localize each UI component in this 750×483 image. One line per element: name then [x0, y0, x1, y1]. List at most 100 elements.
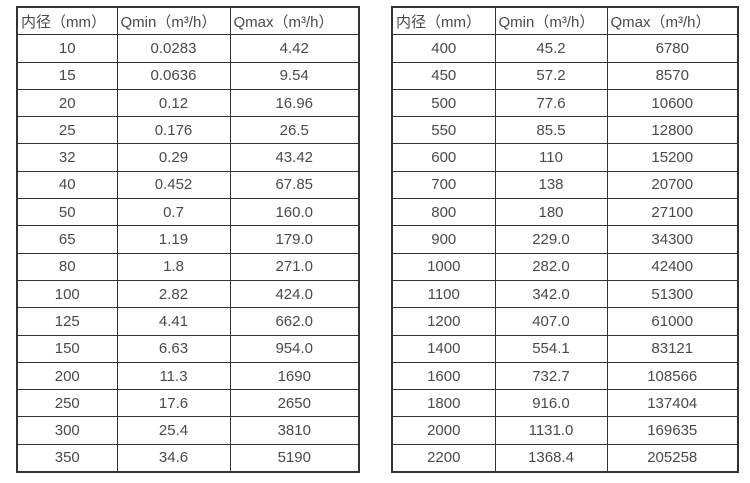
table-cell: 34.6 [116, 443, 231, 473]
table-cell: 25 [16, 116, 118, 145]
table-cell: 700 [391, 170, 496, 200]
table-row: 400 45.2 6780 [391, 34, 739, 63]
table-row: 2200 1368.4 205258 [391, 443, 739, 473]
table-cell: 50 [16, 198, 118, 227]
table-cell: 282.0 [494, 252, 608, 281]
table-row: 900 229.0 34300 [391, 225, 739, 254]
table-cell: 34300 [606, 225, 739, 254]
table-cell: 1200 [391, 307, 496, 336]
table-row: 65 1.19 179.0 [16, 225, 360, 254]
table-cell: 1000 [391, 252, 496, 281]
table-cell: 1.8 [116, 252, 231, 281]
table-cell: 0.12 [116, 88, 231, 118]
table-header-row: 内径（mm） Qmin（m³/h） Qmax（m³/h） [16, 6, 360, 36]
table-body-large: 400 45.2 6780 450 57.2 8570 500 77.6 10600 550 85.… [391, 34, 739, 473]
table-cell: 1368.4 [494, 443, 608, 473]
header-qmin: Qmin（m³/h） [116, 6, 231, 36]
table-cell: 1400 [391, 334, 496, 363]
table-cell: 271.0 [229, 252, 360, 281]
table-cell: 125 [16, 307, 118, 336]
table-cell: 662.0 [229, 307, 360, 336]
table-cell: 407.0 [494, 307, 608, 336]
table-row: 15 0.0636 9.54 [16, 61, 360, 90]
table-cell: 205258 [606, 443, 739, 473]
table-row: 25 0.176 26.5 [16, 116, 360, 145]
table-cell: 11.3 [116, 361, 231, 391]
table-row: 550 85.5 12800 [391, 116, 739, 145]
table-cell: 80 [16, 252, 118, 281]
table-row: 100 2.82 424.0 [16, 279, 360, 309]
table-cell: 25.4 [116, 416, 231, 445]
table-cell: 1690 [229, 361, 360, 391]
table-cell: 1.19 [116, 225, 231, 254]
table-row: 150 6.63 954.0 [16, 334, 360, 363]
table-cell: 0.176 [116, 116, 231, 145]
table-cell: 138 [494, 170, 608, 200]
table-cell: 6.63 [116, 334, 231, 363]
header-inner-diameter: 内径（mm） [391, 6, 496, 36]
table-row: 40 0.452 67.85 [16, 170, 360, 200]
table-cell: 150 [16, 334, 118, 363]
table-row: 80 1.8 271.0 [16, 252, 360, 281]
table-cell: 1800 [391, 389, 496, 418]
table-row: 2000 1131.0 169635 [391, 416, 739, 445]
table-cell: 6780 [606, 34, 739, 63]
flow-spec-table-small: 内径（mm） Qmin（m³/h） Qmax（m³/h） 10 0.0283 4.4… [16, 6, 360, 474]
table-cell: 17.6 [116, 389, 231, 418]
table-cell: 900 [391, 225, 496, 254]
table-cell: 160.0 [229, 198, 360, 227]
table-cell: 2000 [391, 416, 496, 445]
table-row: 600 110 15200 [391, 143, 739, 172]
table-cell: 8570 [606, 61, 739, 90]
table-cell: 1100 [391, 279, 496, 309]
table-cell: 20 [16, 88, 118, 118]
table-row: 1200 407.0 61000 [391, 307, 739, 336]
table-cell: 3810 [229, 416, 360, 445]
table-cell: 0.7 [116, 198, 231, 227]
header-inner-diameter: 内径（mm） [16, 6, 118, 36]
table-cell: 4.41 [116, 307, 231, 336]
header-qmax: Qmax（m³/h） [606, 6, 739, 36]
table-cell: 400 [391, 34, 496, 63]
table-cell: 0.0636 [116, 61, 231, 90]
table-cell: 732.7 [494, 361, 608, 391]
table-cell: 51300 [606, 279, 739, 309]
table-cell: 800 [391, 198, 496, 227]
table-row: 450 57.2 8570 [391, 61, 739, 90]
table-cell: 2650 [229, 389, 360, 418]
table-cell: 600 [391, 143, 496, 172]
table-row: 1400 554.1 83121 [391, 334, 739, 363]
table-row: 350 34.6 5190 [16, 443, 360, 473]
table-cell: 32 [16, 143, 118, 172]
table-cell: 100 [16, 279, 118, 309]
table-cell: 10600 [606, 88, 739, 118]
table-row: 1800 916.0 137404 [391, 389, 739, 418]
table-row: 300 25.4 3810 [16, 416, 360, 445]
table-cell: 40 [16, 170, 118, 200]
table-cell: 180 [494, 198, 608, 227]
table-cell: 229.0 [494, 225, 608, 254]
table-row: 200 11.3 1690 [16, 361, 360, 391]
table-cell: 916.0 [494, 389, 608, 418]
table-cell: 300 [16, 416, 118, 445]
table-cell: 110 [494, 143, 608, 172]
table-header-row: 内径（mm） Qmin（m³/h） Qmax（m³/h） [391, 6, 739, 36]
table-cell: 250 [16, 389, 118, 418]
table-row: 250 17.6 2650 [16, 389, 360, 418]
table-row: 20 0.12 16.96 [16, 88, 360, 118]
table-cell: 2200 [391, 443, 496, 473]
table-cell: 0.0283 [116, 34, 231, 63]
flow-spec-table-large: 内径（mm） Qmin（m³/h） Qmax（m³/h） 400 45.2 6780… [391, 6, 739, 474]
table-cell: 4.42 [229, 34, 360, 63]
table-cell: 15 [16, 61, 118, 90]
table-row: 700 138 20700 [391, 170, 739, 200]
table-cell: 43.42 [229, 143, 360, 172]
table-cell: 27100 [606, 198, 739, 227]
table-body-small: 10 0.0283 4.42 15 0.0636 9.54 20 0.12 16.96 25 0.1… [16, 34, 360, 473]
table-cell: 67.85 [229, 170, 360, 200]
table-row: 125 4.41 662.0 [16, 307, 360, 336]
table-cell: 83121 [606, 334, 739, 363]
table-row: 1600 732.7 108566 [391, 361, 739, 391]
table-cell: 15200 [606, 143, 739, 172]
